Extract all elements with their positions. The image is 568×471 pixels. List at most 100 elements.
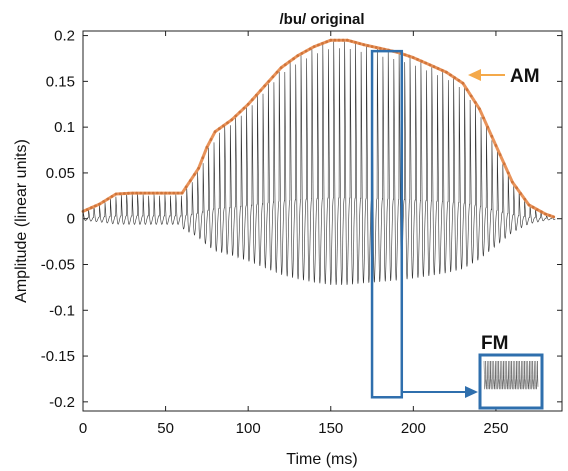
- am-envelope: [81, 38, 556, 219]
- am-envelope-point: [544, 212, 547, 216]
- am-envelope-point: [552, 215, 556, 219]
- am-envelope-point: [292, 57, 295, 61]
- am-envelope-point: [478, 107, 481, 111]
- am-envelope-point: [184, 185, 188, 189]
- x-axis-ticks: 0 50 100 150 200 250: [79, 31, 508, 437]
- am-envelope-point: [345, 38, 349, 42]
- y-tick-label: -0.1: [49, 302, 75, 319]
- am-envelope-point: [275, 70, 279, 74]
- am-envelope-point: [176, 191, 180, 195]
- y-tick-label: 0.15: [46, 73, 75, 90]
- am-envelope-point: [498, 153, 502, 157]
- y-tick-label: 0.1: [54, 119, 75, 136]
- am-envelope-point: [321, 42, 324, 45]
- am-envelope-point: [432, 65, 436, 69]
- am-envelope-point: [242, 106, 246, 110]
- am-envelope-point: [263, 84, 267, 88]
- am-envelope-point: [445, 70, 448, 74]
- am-envelope-point: [540, 210, 543, 214]
- am-envelope-point: [118, 192, 122, 196]
- am-envelope-point: [333, 38, 337, 42]
- am-envelope-point: [354, 41, 357, 44]
- am-envelope-point: [89, 206, 93, 210]
- chart-title: /bu/ original: [280, 11, 365, 28]
- am-envelope-point: [222, 124, 225, 128]
- y-tick-label: 0: [67, 211, 75, 228]
- am-envelope-point: [213, 130, 217, 134]
- am-envelope-point: [172, 191, 176, 195]
- am-envelope-point: [317, 43, 320, 47]
- am-envelope-point: [411, 56, 415, 59]
- am-envelope-point: [267, 80, 271, 83]
- am-envelope-point: [114, 192, 118, 196]
- fm-inset-line: [483, 360, 539, 391]
- y-axis-title: Amplitude (linear units): [13, 139, 30, 303]
- am-envelope-point: [341, 38, 345, 42]
- am-envelope-point: [519, 192, 523, 195]
- am-envelope-point: [457, 79, 461, 82]
- am-envelope-point: [304, 49, 308, 53]
- am-envelope-point: [461, 81, 465, 85]
- am-envelope-point: [139, 191, 143, 195]
- am-envelope-point: [403, 53, 407, 57]
- fm-label: FM: [481, 333, 508, 354]
- fm-selection-box: [370, 49, 404, 399]
- am-envelope-point: [259, 89, 262, 92]
- am-envelope-point: [523, 197, 527, 201]
- am-envelope-point: [250, 98, 254, 102]
- am-envelope-point: [155, 191, 159, 195]
- am-envelope-point: [283, 63, 287, 67]
- am-envelope-point: [230, 118, 234, 122]
- am-envelope-point: [424, 61, 428, 65]
- am-envelope-point: [160, 191, 163, 195]
- am-envelope-point: [362, 43, 366, 47]
- am-envelope-point: [209, 138, 213, 141]
- am-envelope-point: [147, 191, 151, 195]
- am-envelope-point: [106, 197, 110, 201]
- am-envelope-point: [370, 45, 374, 48]
- am-envelope-point: [535, 208, 539, 212]
- am-envelope-point: [511, 180, 514, 184]
- am-envelope-point: [449, 73, 452, 77]
- am-envelope-point: [201, 156, 205, 160]
- y-axis-ticks: 0.2 0.15 0.1 0.05 0 -0.05 -0.1 -0.15 -0.2: [41, 28, 562, 411]
- x-tick-label: 200: [401, 420, 426, 437]
- x-tick-label: 150: [318, 420, 343, 437]
- am-envelope-point: [102, 200, 105, 203]
- am-envelope-point: [350, 39, 353, 43]
- am-envelope-point: [110, 195, 114, 198]
- y-tick-label: -0.2: [49, 394, 75, 411]
- am-envelope-point: [288, 60, 291, 64]
- am-envelope-point: [143, 191, 147, 195]
- fm-inset-waveform: [483, 360, 539, 391]
- am-envelope-point: [374, 46, 378, 49]
- am-envelope-point: [482, 116, 485, 120]
- am-envelope-point: [308, 47, 312, 51]
- am-envelope-point: [271, 75, 275, 79]
- am-label: AM: [510, 66, 540, 87]
- am-envelope-point: [122, 192, 126, 195]
- am-envelope-point: [85, 208, 89, 212]
- am-envelope-point: [527, 203, 531, 207]
- am-envelope-point: [494, 144, 498, 147]
- am-envelope-point: [168, 191, 172, 195]
- am-envelope-point: [217, 127, 221, 131]
- am-envelope-point: [234, 114, 238, 118]
- y-tick-label: -0.05: [41, 256, 75, 273]
- am-envelope-point: [329, 38, 333, 42]
- am-envelope-point: [453, 76, 456, 80]
- x-axis-title: Time (ms): [286, 451, 357, 468]
- am-envelope-point: [502, 162, 506, 166]
- am-envelope-point: [428, 63, 432, 67]
- am-envelope-point: [151, 191, 155, 195]
- am-arrow-head: [468, 69, 481, 81]
- am-envelope-point: [440, 69, 444, 72]
- am-envelope-point: [296, 54, 300, 58]
- am-envelope-point: [515, 186, 518, 190]
- am-envelope-point: [378, 47, 382, 50]
- y-tick-label: 0.2: [54, 28, 75, 45]
- am-envelope-point: [416, 58, 419, 61]
- am-envelope-point: [98, 202, 101, 206]
- y-tick-label: 0.05: [46, 165, 75, 182]
- am-envelope-point: [300, 52, 304, 55]
